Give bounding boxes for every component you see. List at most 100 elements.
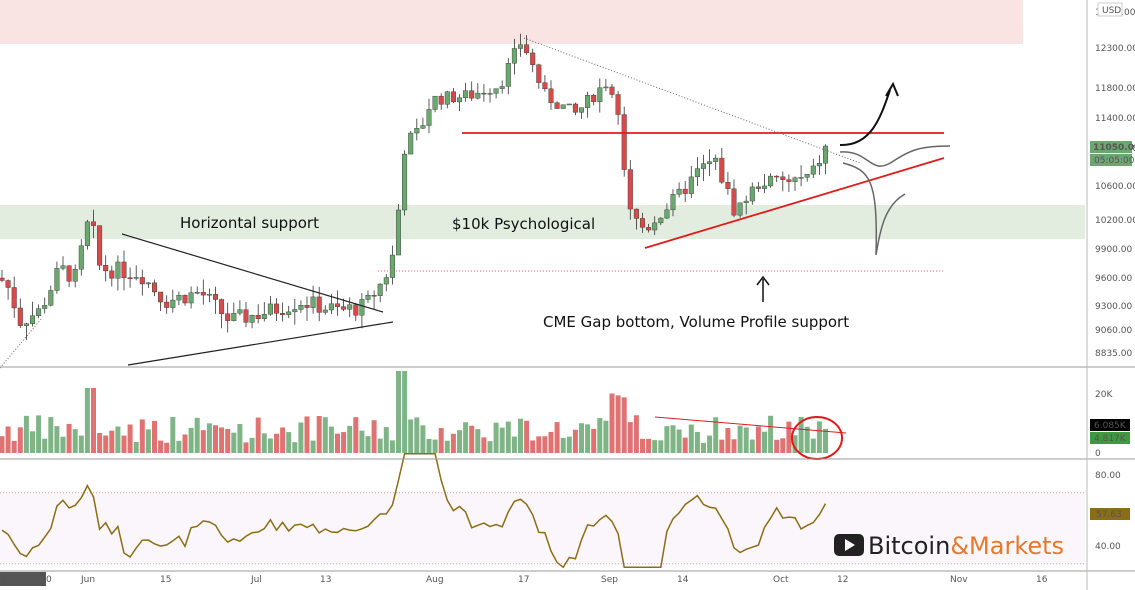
volume-trend-line <box>654 416 847 434</box>
volume-bar-down <box>536 436 542 453</box>
price-tick-label: 10600.00 <box>1095 182 1135 192</box>
brand-part1: Bitcoin <box>868 532 950 560</box>
volume-bar-down <box>591 428 597 453</box>
volume-bar-down <box>719 439 725 453</box>
candle-down <box>200 292 206 296</box>
volume-bar-up <box>694 431 700 453</box>
time-tick-label: 13 <box>320 575 331 585</box>
volume-bar-up <box>743 427 749 453</box>
candle-down <box>450 91 456 103</box>
volume-bar-up <box>762 431 767 453</box>
volume-bar-down <box>158 440 164 453</box>
current-price-tag <box>1090 141 1132 153</box>
candle-down <box>536 64 542 83</box>
volume-bar-down <box>341 432 347 453</box>
volume-bar-up <box>426 438 432 453</box>
volume-bar-down <box>243 442 249 453</box>
volume-bar-up <box>420 425 426 453</box>
volume-bar-up <box>518 418 523 453</box>
volume-bar-down <box>335 433 340 453</box>
volume-layer <box>0 371 828 453</box>
volume-bar-down <box>438 428 444 453</box>
candle-down <box>719 157 725 183</box>
rsi-line <box>1 452 827 569</box>
volume-bar-down <box>371 420 377 453</box>
volume-bar-down <box>91 388 96 453</box>
volume-bar-down <box>182 434 188 453</box>
annotations-layer: Horizontal support $10k Psychological CM… <box>180 214 849 331</box>
volume-bar-down <box>304 416 310 453</box>
volume-bar-down <box>164 442 170 453</box>
candle-up <box>560 104 566 109</box>
volume-bar-up <box>133 441 139 453</box>
volume-bar-up <box>499 427 505 453</box>
candle-down <box>17 307 23 326</box>
volume-bar-up <box>176 440 182 453</box>
volume-bar-down <box>97 432 103 453</box>
volume-bar-up <box>347 425 353 453</box>
volume-bar-up <box>676 429 682 453</box>
volume-bar-up <box>505 421 511 453</box>
volume-bar-up <box>188 427 194 453</box>
candle-up <box>579 107 585 113</box>
candle-up <box>54 268 60 291</box>
psychological-label: $10k Psychological <box>452 215 595 233</box>
candle-down <box>469 90 475 99</box>
candle-up <box>267 303 273 315</box>
volume-bar-up <box>78 435 84 453</box>
countdown-text: 05:05:00 <box>1094 156 1135 166</box>
candle-down <box>11 287 17 309</box>
candle-up <box>444 91 450 105</box>
volume-bar-up <box>23 415 29 453</box>
candle-down <box>212 294 218 300</box>
volume-bar-up <box>389 440 395 453</box>
volume-bar-up <box>298 422 304 453</box>
candle-down <box>731 188 737 216</box>
candle-up <box>133 277 139 279</box>
volume-bar-up <box>170 416 176 453</box>
volume-bar-up <box>30 431 35 453</box>
volume-bar-down <box>627 422 633 453</box>
candle-down <box>97 225 103 266</box>
candle-up <box>701 163 707 169</box>
play-icon <box>845 539 855 551</box>
triangle-upper-line <box>121 233 384 313</box>
candle-down <box>542 82 548 90</box>
volume-bar-up <box>396 371 401 453</box>
time-tick-label: Nov <box>950 575 968 585</box>
candle-down <box>316 296 322 313</box>
candle-up <box>420 125 426 129</box>
price-tick-label: 10200.00 <box>1095 216 1135 226</box>
rsi-band <box>0 492 1085 564</box>
candle-down <box>304 305 310 308</box>
volume-bar-up <box>597 417 603 453</box>
volume-bar-up <box>487 441 493 453</box>
candle-up <box>652 222 658 231</box>
candle-down <box>530 52 536 65</box>
volume-bar-up <box>115 426 121 453</box>
candle-down <box>182 295 188 304</box>
candle-down <box>609 86 615 95</box>
price-tick-label: 9600.00 <box>1095 274 1132 284</box>
volume-bar-up <box>292 442 298 453</box>
time-tick-label: Oct <box>773 575 789 585</box>
candle-down <box>280 313 286 315</box>
candle-down <box>371 295 377 297</box>
candle-down <box>554 102 560 109</box>
volume-bar-up <box>444 440 450 453</box>
candle-up <box>30 315 36 324</box>
candle-up <box>432 95 438 110</box>
volume-bar-up <box>310 440 316 453</box>
candle-down <box>225 313 231 321</box>
candle-up <box>676 188 682 195</box>
candle-down <box>121 261 127 278</box>
candle-down <box>66 265 72 282</box>
candle-up <box>749 186 755 202</box>
volume-bar-down <box>200 430 206 453</box>
candle-down <box>627 169 633 210</box>
candle-down <box>0 277 5 281</box>
candle-down <box>103 265 109 272</box>
candle-down <box>755 186 761 189</box>
time-tick-label: 12 <box>837 575 848 585</box>
